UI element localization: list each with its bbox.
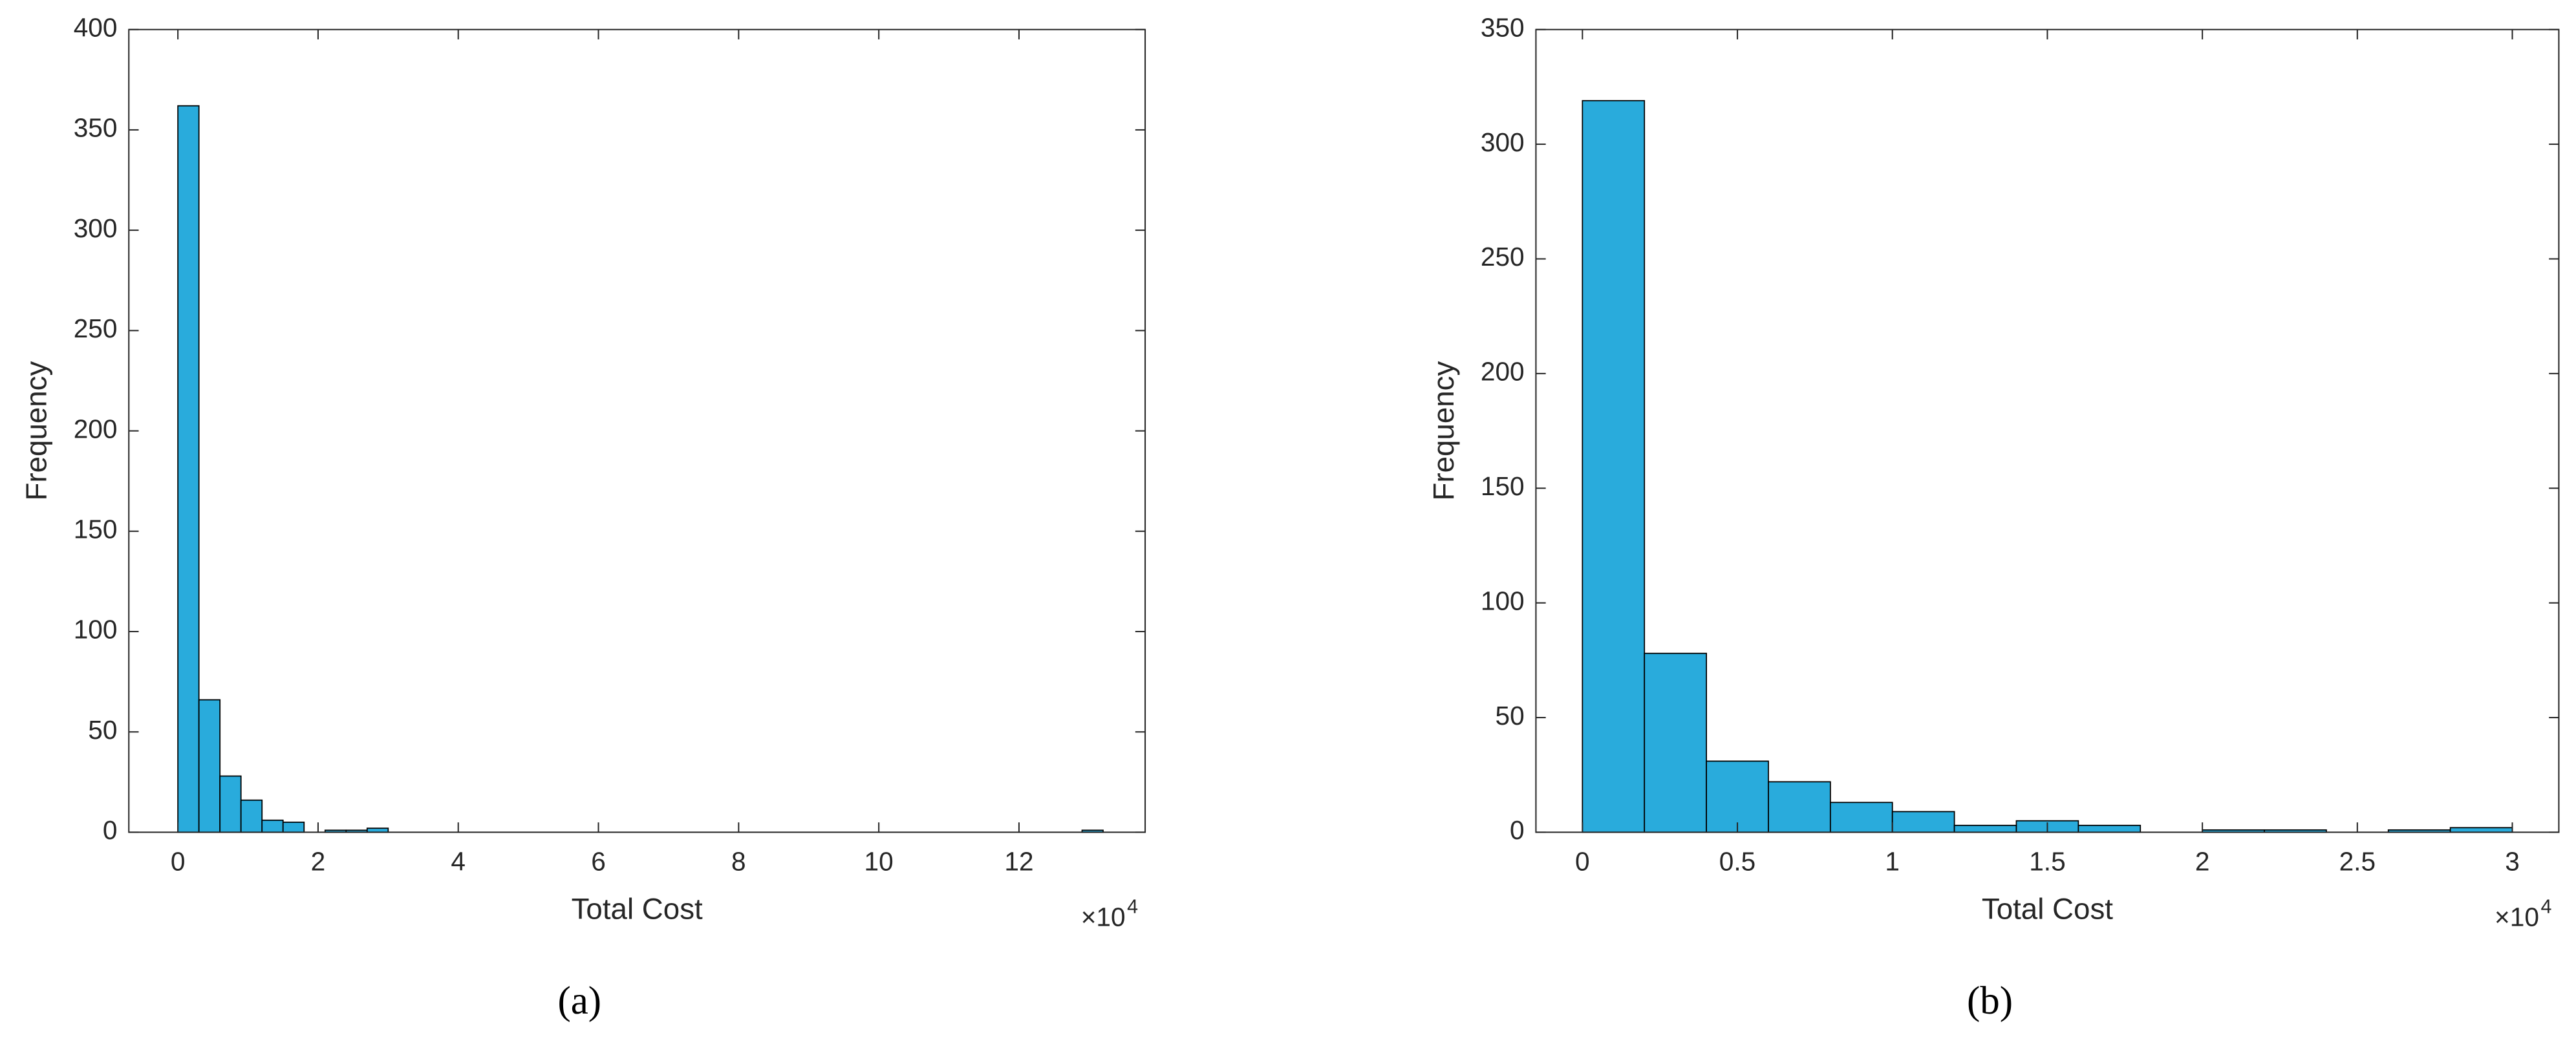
x-tick-label: 0.5 (1719, 846, 1755, 876)
histogram-panel: 0 50 100 150 200 250 300 350 0 0.5 1 1.5 2 2.5 3 Total … (1427, 12, 2560, 1023)
bar (282, 822, 305, 833)
y-tick-label: 100 (74, 615, 118, 645)
bar (198, 699, 221, 833)
y-tick-label: 250 (1481, 242, 1525, 272)
x-tick-label: 0 (171, 846, 186, 876)
bar (240, 799, 263, 833)
panel-label: (a) (557, 979, 601, 1023)
x-axis-label: Total Cost (1982, 892, 2113, 925)
y-tick-label: 300 (1481, 127, 1525, 157)
x-tick-label: 3 (2505, 846, 2520, 876)
x-axis-label: Total Cost (572, 892, 703, 925)
y-tick-label: 350 (74, 113, 118, 143)
plot-frame (128, 28, 1146, 833)
x-tick-label: 4 (451, 846, 466, 876)
bar (177, 105, 200, 833)
x-multiplier-exponent: 4 (1127, 895, 1138, 917)
bar (1644, 652, 1707, 833)
bar (1768, 781, 1831, 833)
histogram-panel: 0 50 100 150 200 250 300 350 400 0 2 4 6 8 10 12 Total C… (20, 12, 1146, 1023)
y-tick-label: 400 (74, 12, 118, 42)
x-tick-label: 12 (1004, 846, 1033, 876)
x-multiplier: ×10 (2495, 902, 2539, 932)
y-tick-label: 200 (1481, 357, 1525, 387)
x-tick-label: 1.5 (2029, 846, 2065, 876)
y-axis-label: Frequency (1427, 361, 1460, 500)
bar (1953, 824, 2017, 833)
x-tick-label: 2 (311, 846, 326, 876)
x-tick-label: 6 (591, 846, 606, 876)
x-tick-label: 8 (731, 846, 746, 876)
bar (2077, 824, 2141, 833)
y-tick-label: 150 (74, 515, 118, 544)
x-tick-label: 1 (1885, 846, 1900, 876)
x-multiplier: ×10 (1081, 902, 1126, 932)
x-tick-label: 0 (1575, 846, 1590, 876)
panel-label: (b) (1967, 979, 2013, 1023)
x-tick-label: 2.5 (2339, 846, 2376, 876)
bar (2449, 827, 2513, 833)
x-multiplier-exponent: 4 (2540, 895, 2551, 917)
bar (261, 819, 284, 833)
y-axis-label: Frequency (20, 361, 53, 500)
bar (1582, 100, 1646, 833)
y-tick-label: 150 (1481, 471, 1525, 501)
x-tick-label: 2 (2195, 846, 2210, 876)
y-tick-label: 350 (1481, 12, 1525, 42)
y-tick-label: 50 (88, 715, 117, 745)
y-tick-label: 0 (1510, 815, 1525, 845)
y-tick-label: 200 (74, 414, 118, 443)
x-tick-label: 10 (864, 846, 894, 876)
y-tick-label: 250 (74, 314, 118, 343)
bar (1891, 811, 1955, 833)
bar (1706, 760, 1769, 833)
bar (1829, 802, 1893, 833)
y-tick-label: 0 (103, 815, 118, 845)
y-tick-label: 100 (1481, 586, 1525, 615)
bar (219, 775, 242, 833)
y-tick-label: 300 (74, 213, 118, 243)
y-tick-label: 50 (1495, 701, 1524, 730)
